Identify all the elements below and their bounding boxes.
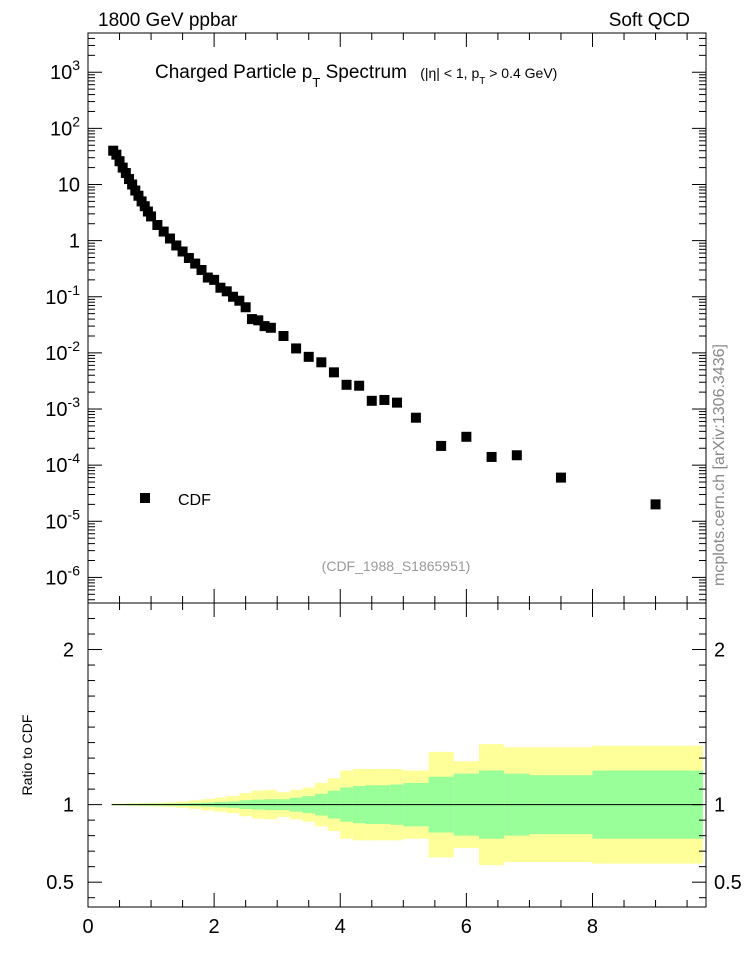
y-tick-label-6: 1 (69, 231, 80, 253)
data-point-20 (196, 264, 207, 275)
data-point-19 (190, 258, 201, 269)
plot-title-main: Charged Particle p (155, 62, 312, 83)
data-point-15 (164, 233, 175, 244)
header-category-label: Soft QCD (609, 10, 690, 31)
data-point-21 (202, 272, 213, 283)
plot-title-tail: Spectrum (320, 62, 407, 83)
analysis-id: (CDF_1988_S1865951) (322, 558, 471, 574)
y-tick-label-9: 103 (50, 57, 80, 84)
data-point-30 (259, 321, 270, 332)
data-point-48 (650, 499, 661, 510)
data-point-10 (139, 201, 150, 212)
x-tick-label-3: 6 (461, 916, 472, 938)
data-point-1 (111, 149, 122, 160)
plot-title-cut: (|η| < 1, pT > 0.4 GeV) (420, 65, 557, 87)
data-point-45 (486, 451, 497, 462)
y-tick-label-2: 10-4 (45, 450, 80, 477)
data-point-34 (303, 351, 314, 362)
data-point-36 (328, 367, 339, 378)
data-point-23 (215, 282, 226, 293)
y-tick-label-4: 10-2 (45, 338, 80, 365)
data-point-22 (209, 274, 220, 285)
ratio-ylabel: Ratio to CDF (19, 715, 35, 796)
data-point-42 (410, 412, 421, 423)
data-point-35 (316, 357, 327, 368)
data-point-5 (123, 174, 134, 185)
data-point-6 (127, 179, 138, 190)
data-point-14 (158, 226, 169, 237)
y-tick-label-8: 102 (50, 113, 80, 140)
data-point-47 (555, 472, 566, 483)
data-point-2 (114, 156, 125, 167)
data-point-8 (133, 190, 144, 201)
data-point-3 (117, 162, 128, 173)
legend-label: CDF (178, 492, 211, 509)
data-point-43 (436, 440, 447, 451)
data-point-44 (461, 431, 472, 442)
data-point-4 (120, 168, 131, 179)
data-point-39 (366, 395, 377, 406)
data-markers (108, 145, 661, 510)
data-point-27 (240, 302, 251, 313)
axes: 0 2 4 6 8 10-6 10-5 10-4 10-3 10-2 10-1 1 10 102 103 0.… (45, 32, 742, 938)
x-tick-label-0: 0 (82, 916, 93, 938)
data-point-33 (291, 343, 302, 354)
data-point-18 (183, 253, 194, 264)
ratio-y-tick-label-right-1: 1 (714, 795, 725, 817)
ratio-y-tick-label-left-2: 2 (63, 640, 74, 662)
data-point-25 (228, 291, 239, 302)
side-credit: mcplots.cern.ch [arXiv:1306.3436] (711, 344, 728, 586)
data-point-40 (379, 394, 390, 405)
header-energy-label: 1800 GeV ppbar (98, 10, 238, 31)
ratio-y-tick-label-right-2: 2 (714, 640, 725, 662)
data-point-38 (354, 380, 365, 391)
data-point-32 (278, 330, 289, 341)
data-point-24 (221, 286, 232, 297)
data-point-46 (511, 450, 522, 461)
data-point-26 (234, 295, 245, 306)
data-point-37 (341, 379, 352, 390)
ratio-frame (87, 602, 707, 908)
data-point-17 (177, 246, 188, 257)
ratio-y-tick-label-right-0: 0.5 (714, 872, 742, 894)
x-tick-label-4: 8 (587, 916, 598, 938)
data-point-28 (246, 314, 257, 325)
data-point-16 (171, 240, 182, 251)
main-frame (87, 32, 707, 604)
y-tick-label-7: 10 (58, 174, 80, 196)
x-tick-label-1: 2 (209, 916, 220, 938)
y-tick-label-0: 10-6 (45, 562, 80, 589)
data-point-12 (146, 211, 157, 222)
data-point-13 (152, 219, 163, 230)
data-point-7 (130, 185, 141, 196)
plot-title: Charged Particle pT Spectrum (|η| < 1, p… (155, 62, 557, 90)
x-tick-label-2: 4 (335, 916, 346, 938)
ratio-y-tick-label-left-1: 1 (63, 795, 74, 817)
data-point-41 (392, 397, 402, 408)
y-tick-label-1: 10-5 (45, 506, 80, 533)
data-point-31 (265, 322, 276, 333)
ratio-bands (111, 744, 703, 866)
legend-marker (140, 493, 150, 503)
ratio-y-tick-label-left-0: 0.5 (46, 872, 74, 894)
y-tick-label-3: 10-3 (45, 394, 80, 421)
y-tick-label-5: 10-1 (45, 282, 80, 309)
data-point-29 (253, 315, 264, 326)
plot-title-sub: T (312, 75, 320, 90)
